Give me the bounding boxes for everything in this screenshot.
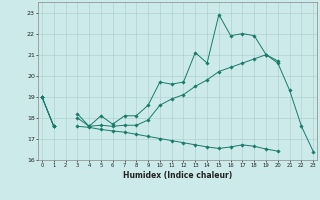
X-axis label: Humidex (Indice chaleur): Humidex (Indice chaleur) (123, 171, 232, 180)
